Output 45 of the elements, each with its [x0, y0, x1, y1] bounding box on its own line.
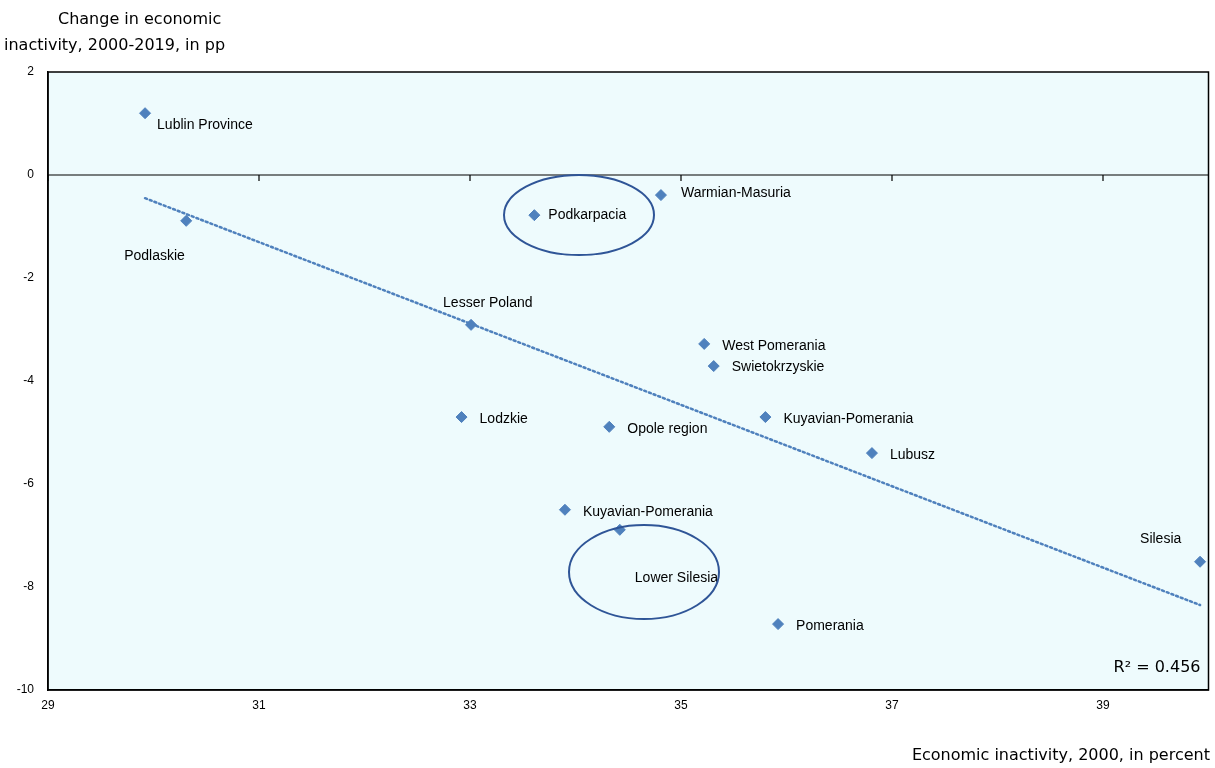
x-axis-title: Economic inactivity, 2000, in percent	[911, 745, 1210, 764]
annotation: West Pomerania	[722, 336, 826, 353]
point	[603, 420, 616, 433]
y-tick-label: 0	[27, 167, 35, 182]
y-tick-label: -8	[23, 579, 35, 594]
y-tick-label: -6	[23, 476, 35, 491]
annotation: Lodzkie	[479, 409, 529, 426]
x-tick-label: 33	[463, 697, 477, 712]
annotation: Lesser Poland	[443, 293, 533, 310]
point	[654, 189, 667, 202]
annotation: Podlaskie	[124, 246, 186, 263]
annotation: Pomerania	[796, 616, 864, 633]
point	[759, 411, 772, 424]
annotation: Warmian-Masuria	[680, 183, 792, 200]
annotation: Lower Silesia	[634, 568, 719, 585]
annotation: Opole region	[627, 419, 708, 436]
annotation: Lubusz	[889, 445, 936, 462]
annotation: Silesia	[1140, 529, 1182, 546]
point	[865, 447, 878, 460]
point	[139, 107, 152, 120]
annotation: Lublin Province	[157, 116, 253, 133]
annotation: Podkarpacia	[548, 206, 627, 223]
annotation: Kuyavian-Pomerania	[783, 409, 914, 426]
point	[180, 214, 193, 227]
point	[1194, 555, 1207, 568]
x-tick-label: 37	[885, 697, 899, 712]
y-tick-label: -10	[16, 682, 35, 697]
x-tick-label: 39	[1096, 697, 1110, 712]
point	[465, 318, 478, 331]
y-tick-label: -4	[23, 373, 35, 388]
annotation: Kuyavian-Pomerania	[582, 502, 714, 519]
x-tick-label: 29	[41, 697, 55, 712]
point	[455, 411, 468, 424]
point	[558, 503, 571, 516]
annotation: Swietokrzyskie	[731, 357, 825, 374]
y-axis-title: Change in economic inactivity, 2000-2019, in pp	[4, 9, 226, 54]
point	[528, 209, 541, 222]
point	[707, 360, 720, 373]
x-tick-label: 35	[674, 697, 688, 712]
y-tick-label: 2	[27, 64, 35, 79]
point	[772, 618, 785, 631]
x-tick-label: 31	[252, 697, 266, 712]
y-tick-label: -2	[23, 270, 35, 285]
annotation: R² = 0.456	[1113, 657, 1201, 677]
point	[698, 337, 711, 350]
